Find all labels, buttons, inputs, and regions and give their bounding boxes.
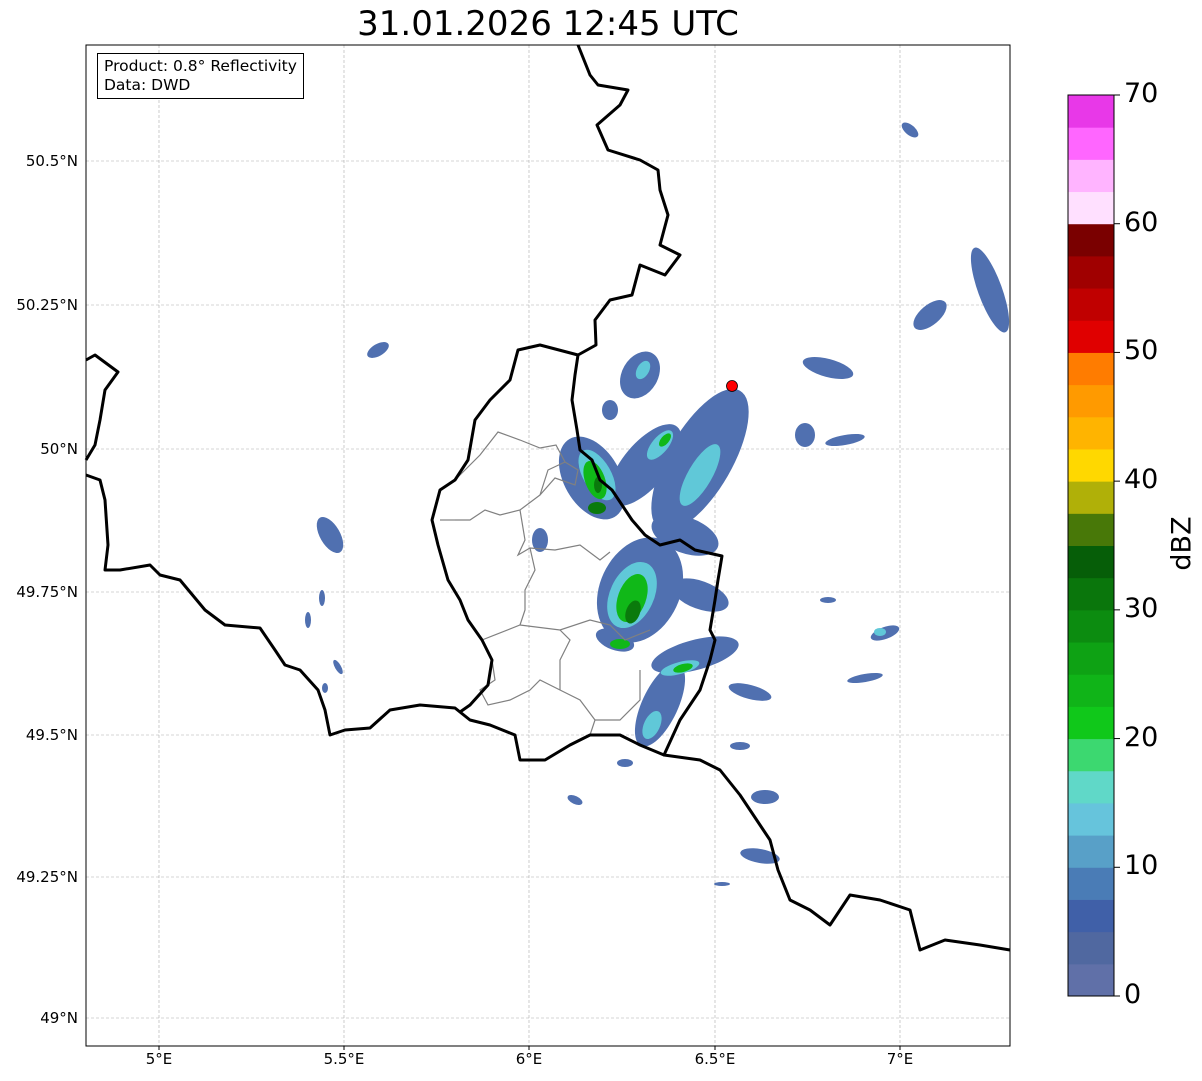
radar-echoes <box>305 122 1010 886</box>
lon-tick-label: 7°E <box>886 1050 914 1068</box>
data-source-label: Data: DWD <box>104 76 191 94</box>
lat-tick-label: 50.25°N <box>16 296 78 314</box>
colorbar-bin <box>1068 931 1114 965</box>
product-label: Product: 0.8° Reflectivity <box>104 57 297 75</box>
colorbar-bin <box>1068 738 1114 772</box>
colorbar-bin <box>1068 448 1114 482</box>
colorbar-bin <box>1068 609 1114 643</box>
colorbar-bin <box>1068 867 1114 900</box>
axis-ticks <box>158 1046 901 1050</box>
colorbar-tick-label: 60 <box>1124 207 1159 238</box>
colorbar-bin <box>1068 320 1114 353</box>
colorbar-bin <box>1068 191 1114 225</box>
lat-tick-label: 50.5°N <box>25 152 78 170</box>
colorbar-bin <box>1068 770 1114 804</box>
colorbar-bin <box>1068 674 1114 707</box>
colorbar-bin <box>1068 159 1114 193</box>
colorbar-tick-label: 20 <box>1124 722 1159 753</box>
colorbar-bin <box>1068 706 1114 740</box>
colorbar-bin <box>1068 513 1114 546</box>
colorbar-bin <box>1068 963 1114 997</box>
map-frame <box>85 44 1011 1047</box>
colorbar-tick-label: 0 <box>1124 979 1142 1010</box>
lat-tick-label: 49.25°N <box>16 868 78 886</box>
colorbar-bin <box>1068 835 1114 868</box>
colorbar-bin <box>1068 481 1114 514</box>
colorbar-bin <box>1068 223 1114 257</box>
lat-tick-label: 50°N <box>40 440 78 458</box>
colorbar-bin <box>1068 127 1114 160</box>
colorbar-bin <box>1068 352 1114 386</box>
lat-tick-label: 49.75°N <box>16 583 78 601</box>
lon-tick-label: 5°E <box>145 1050 173 1068</box>
colorbar-bin <box>1068 95 1114 128</box>
colorbar-bin <box>1068 288 1114 321</box>
lon-tick-label: 6.5°E <box>694 1050 736 1068</box>
colorbar-tick-label: 10 <box>1124 850 1159 881</box>
colorbar-tick-label: 30 <box>1124 593 1159 624</box>
colorbar-frame <box>1067 94 1115 997</box>
colorbar <box>1068 94 1120 997</box>
colorbar-bin <box>1068 416 1114 450</box>
radar-site-marker <box>726 380 738 392</box>
lon-tick-label: 5.5°E <box>323 1050 365 1068</box>
colorbar-bin <box>1068 802 1114 836</box>
lat-tick-label: 49°N <box>40 1009 78 1027</box>
lat-tick-label: 49.5°N <box>25 726 78 744</box>
colorbar-bin <box>1068 255 1114 289</box>
lon-tick-label: 6°E <box>515 1050 543 1068</box>
colorbar-bin <box>1068 545 1114 579</box>
colorbar-bin <box>1068 642 1114 675</box>
map-title: 31.01.2026 12:45 UTC <box>357 4 739 44</box>
colorbar-bin <box>1068 577 1114 611</box>
colorbar-tick-label: 70 <box>1124 78 1159 109</box>
colorbar-tick-label: 50 <box>1124 335 1159 366</box>
colorbar-bin <box>1068 899 1114 933</box>
colorbar-tick-label: 40 <box>1124 464 1159 495</box>
gridlines <box>86 45 1010 1046</box>
country-borders <box>84 44 1011 952</box>
colorbar-label: dBZ <box>1166 516 1198 571</box>
product-info-box: Product: 0.8° Reflectivity Data: DWD <box>97 53 304 99</box>
colorbar-bin <box>1068 384 1114 418</box>
